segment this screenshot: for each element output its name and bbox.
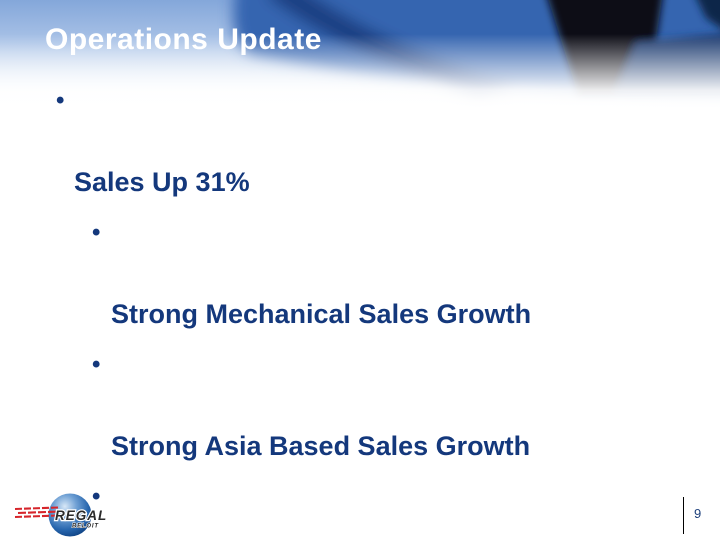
bullet-item-commercial-industrial: • North American Commercial and Industri… — [0, 478, 690, 540]
bullet-icon: • — [92, 351, 101, 378]
bullet-text: Strong Asia Based Sales Growth — [111, 431, 531, 461]
bullet-text: Strong Mechanical Sales Growth — [111, 299, 532, 329]
logo-brand-text: REGAL — [55, 508, 107, 523]
bullet-icon: • — [56, 87, 65, 114]
bullet-icon: • — [92, 219, 101, 246]
logo-sphere-icon — [48, 493, 92, 537]
page-number: 9 — [694, 506, 702, 521]
footer-divider — [683, 497, 684, 534]
header-swoosh-graphic — [0, 0, 720, 112]
slide-title: Operations Update — [45, 23, 322, 56]
logo-speed-lines-icon — [14, 506, 61, 519]
bullet-item-mechanical: • Strong Mechanical Sales Growth — [0, 214, 690, 334]
bullet-icon: • — [92, 483, 101, 510]
bullet-list: • Sales Up 31% • Strong Mechanical Sales… — [0, 82, 690, 540]
regal-beloit-logo: REGAL BELOIT — [14, 493, 107, 537]
logo-subbrand-text: BELOIT — [72, 524, 99, 530]
bullet-item-asia: • Strong Asia Based Sales Growth — [0, 346, 690, 466]
bullet-item-sales-up: • Sales Up 31% — [0, 82, 690, 202]
bullet-text: Sales Up 31% — [74, 167, 250, 197]
